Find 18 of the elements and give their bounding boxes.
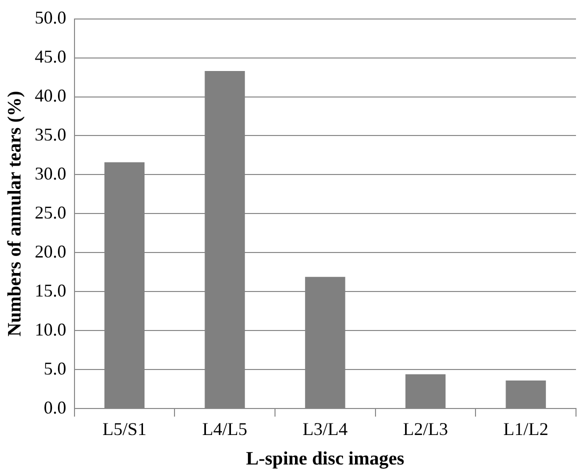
y-tick-label: 0.0	[44, 397, 66, 418]
y-tick-label: 5.0	[44, 358, 66, 378]
x-axis-title: L-spine disc images	[246, 448, 404, 470]
y-tick-label: 45.0	[34, 46, 66, 67]
y-tick-label: 30.0	[34, 163, 66, 184]
y-tick-label: 40.0	[34, 85, 66, 106]
x-tick-label: L1/L2	[503, 419, 548, 440]
y-tick-label: 25.0	[34, 202, 66, 222]
x-tick-label: L2/L3	[402, 419, 448, 440]
y-axis-title: Numbers of annular tears (%)	[4, 90, 26, 336]
y-tick-label: 50.0	[34, 8, 66, 28]
x-tick-label: L3/L4	[302, 419, 348, 440]
x-tick-label: L5/S1	[102, 419, 146, 440]
y-tick-label: 35.0	[34, 124, 66, 144]
y-tick-label: 15.0	[34, 280, 66, 300]
y-tick-label: 20.0	[34, 241, 66, 262]
y-tick-label: 10.0	[34, 319, 66, 340]
x-tick-label: L4/L5	[202, 419, 248, 440]
